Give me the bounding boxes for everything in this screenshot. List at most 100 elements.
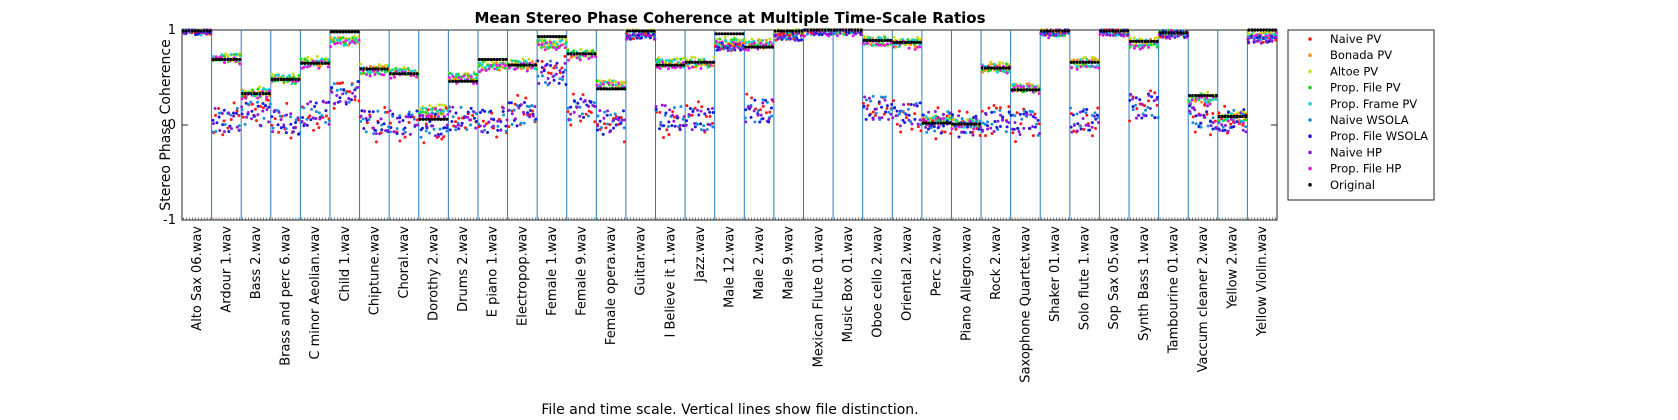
data-point — [587, 57, 591, 61]
data-point — [954, 127, 958, 131]
original-point — [217, 57, 221, 62]
data-point — [506, 109, 510, 113]
original-point — [720, 32, 724, 36]
data-point — [367, 117, 371, 121]
data-point — [359, 114, 363, 118]
data-point — [581, 93, 585, 97]
data-point — [1085, 113, 1089, 117]
data-point — [1149, 43, 1153, 47]
data-point — [1072, 123, 1076, 127]
data-point — [950, 127, 954, 131]
original-point — [921, 121, 925, 125]
data-point — [599, 81, 603, 85]
data-point — [1122, 34, 1126, 38]
data-point — [338, 99, 342, 103]
data-point — [696, 100, 700, 104]
data-point — [484, 68, 488, 72]
data-point — [1264, 39, 1268, 43]
data-point — [376, 109, 380, 113]
data-point — [781, 32, 785, 36]
data-point — [586, 114, 590, 118]
data-point — [931, 119, 935, 123]
original-point — [779, 29, 783, 33]
data-point — [1128, 36, 1132, 40]
data-point — [572, 49, 576, 53]
original-point — [1007, 66, 1011, 70]
data-point — [522, 121, 526, 125]
data-point — [413, 123, 417, 127]
data-point — [1246, 40, 1250, 44]
data-point — [395, 116, 399, 120]
x-tick-label: Female opera.wav — [604, 226, 619, 345]
data-point — [270, 72, 274, 76]
data-point — [696, 108, 700, 112]
data-point — [1211, 121, 1215, 125]
data-point — [602, 122, 606, 126]
data-point — [779, 36, 783, 40]
data-point — [238, 62, 242, 66]
data-point — [871, 94, 875, 98]
data-point — [893, 106, 897, 110]
data-point — [255, 119, 259, 123]
legend-marker — [1308, 37, 1312, 41]
data-point — [611, 79, 615, 83]
data-point — [1255, 39, 1259, 43]
data-point — [619, 115, 623, 119]
data-point — [522, 66, 526, 70]
data-point — [894, 114, 898, 118]
data-point — [347, 100, 351, 104]
data-point — [526, 111, 530, 115]
data-point — [712, 55, 716, 59]
data-point — [883, 35, 887, 39]
data-point — [981, 129, 985, 133]
data-point — [987, 106, 991, 110]
data-point — [1047, 36, 1051, 40]
data-point — [1255, 36, 1259, 40]
data-point — [407, 112, 411, 116]
data-point — [460, 121, 464, 125]
data-point — [362, 126, 366, 130]
data-point — [861, 41, 865, 45]
data-point — [974, 120, 978, 124]
data-point — [1001, 118, 1005, 122]
data-point — [456, 72, 460, 76]
original-point — [776, 29, 780, 33]
data-point — [1084, 111, 1088, 115]
data-point — [526, 113, 530, 117]
data-point — [612, 126, 616, 130]
original-point — [279, 77, 283, 81]
data-point — [743, 38, 747, 42]
data-point — [530, 66, 534, 70]
data-point — [546, 71, 550, 75]
data-point — [1153, 36, 1157, 40]
original-point — [711, 60, 715, 64]
data-point — [501, 106, 505, 110]
data-point — [291, 130, 295, 134]
original-point — [1229, 114, 1233, 119]
data-point — [605, 113, 609, 117]
original-point — [347, 30, 351, 34]
original-point — [537, 35, 541, 39]
data-point — [1147, 43, 1151, 47]
data-point — [589, 100, 593, 104]
data-point — [502, 113, 506, 117]
data-point — [989, 126, 993, 130]
data-point — [276, 123, 280, 127]
original-point — [1031, 88, 1035, 92]
data-point — [240, 97, 244, 101]
original-point — [418, 117, 422, 121]
data-point — [338, 39, 342, 43]
original-point — [566, 52, 570, 56]
data-point — [475, 112, 479, 116]
data-point — [646, 31, 650, 35]
original-point — [1131, 39, 1136, 44]
data-point — [305, 123, 309, 127]
data-point — [542, 44, 546, 48]
data-point — [826, 32, 830, 36]
data-point — [1126, 33, 1130, 37]
data-point — [457, 127, 461, 131]
original-point — [1149, 39, 1153, 44]
data-point — [213, 106, 217, 110]
data-point — [232, 101, 236, 105]
data-point — [702, 124, 706, 128]
